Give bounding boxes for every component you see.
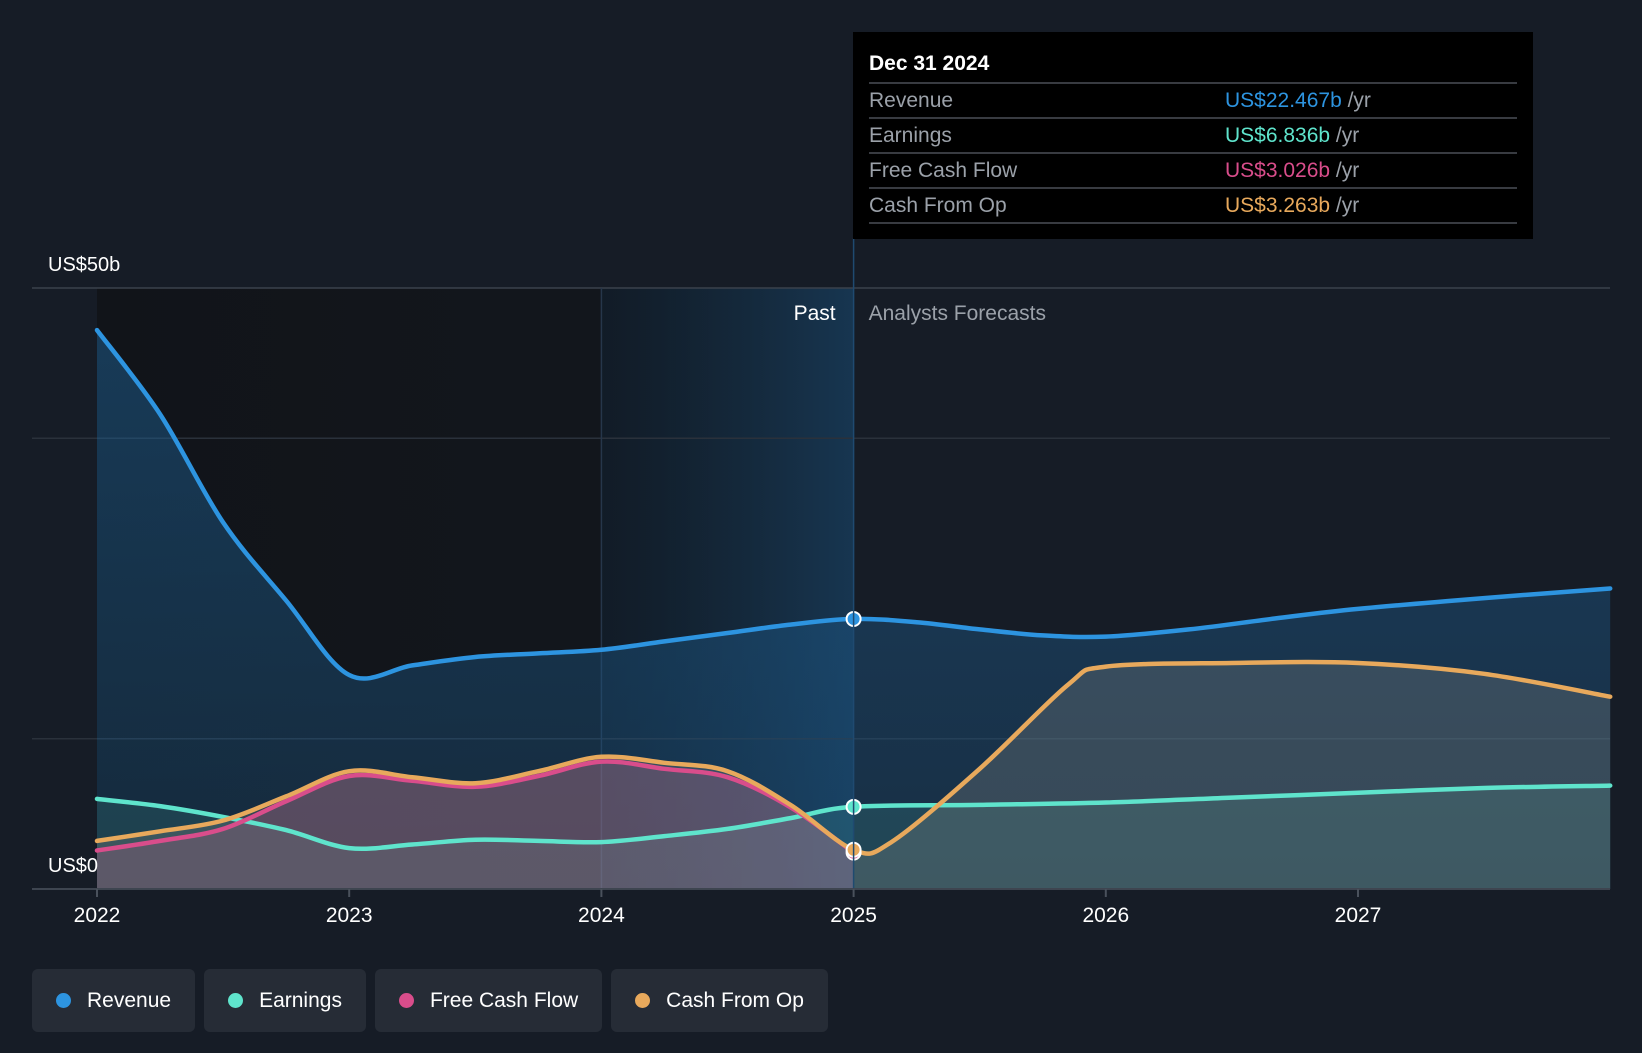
tooltip-value-earnings: US$6.836b /yr — [1225, 124, 1359, 147]
series-areas — [97, 330, 1611, 890]
past-label: Past — [794, 302, 836, 325]
area-revenue — [97, 330, 1611, 890]
series-lines — [94, 327, 1613, 856]
x-tick-label-2022: 2022 — [74, 904, 121, 927]
tooltip-value-suffix: /yr — [1330, 124, 1359, 147]
tooltip-value-amount: US$3.263b — [1225, 194, 1330, 217]
line-cash-from-op — [94, 659, 1613, 856]
legend-item-cash-from-op[interactable]: Cash From Op — [611, 969, 828, 1032]
tooltip-label-earnings: Earnings — [869, 124, 952, 147]
tooltip-value-amount: US$3.026b — [1225, 159, 1330, 182]
tooltip-label-cash-from-op: Cash From Op — [869, 194, 1007, 217]
tooltip-value-revenue: US$22.467b /yr — [1225, 89, 1371, 112]
legend-label: Cash From Op — [666, 988, 804, 1012]
tooltip-value-suffix: /yr — [1342, 89, 1371, 112]
x-tick-label-2023: 2023 — [326, 904, 373, 927]
legend: Revenue Earnings Free Cash Flow Cash From O… — [32, 969, 828, 1032]
legend-dot-icon — [228, 993, 244, 1008]
legend-item-free-cash-flow[interactable]: Free Cash Flow — [374, 969, 603, 1032]
tooltip-value-suffix: /yr — [1330, 159, 1359, 182]
line-free-cash-flow — [94, 759, 856, 855]
tooltip-value-suffix: /yr — [1330, 194, 1359, 217]
line-earnings — [94, 783, 1613, 851]
legend-label: Revenue — [87, 988, 172, 1012]
tooltip: Dec 31 2024 Revenue US$22.467b /yr Earnings… — [853, 32, 1533, 239]
tooltip-label-revenue: Revenue — [869, 89, 953, 112]
x-tick-label-2026: 2026 — [1082, 904, 1129, 927]
tooltip-value-amount: US$6.836b — [1225, 124, 1330, 147]
x-tick-label-2024: 2024 — [578, 904, 625, 927]
tooltip-value-amount: US$22.467b — [1225, 89, 1342, 112]
forecast-label: Analysts Forecasts — [869, 302, 1046, 325]
area-free-cash-flow — [97, 761, 854, 889]
legend-label: Free Cash Flow — [429, 988, 579, 1012]
legend-label: Earnings — [259, 988, 342, 1012]
x-tick-label-2025: 2025 — [830, 904, 877, 927]
y-label-bottom: US$0 — [48, 855, 98, 877]
legend-item-earnings[interactable]: Earnings — [204, 969, 366, 1032]
tooltip-label-free-cash-flow: Free Cash Flow — [869, 159, 1018, 182]
tooltip-value-free-cash-flow: US$3.026b /yr — [1225, 159, 1359, 182]
y-label-top: US$50b — [48, 254, 120, 276]
legend-dot-icon — [635, 993, 651, 1008]
tooltip-box — [853, 32, 1533, 239]
chart-labels: US$50b US$0 Past Analysts Forecasts — [48, 254, 1046, 877]
chart-axis: 2022 2023 2024 2025 2026 2027 — [32, 238, 1610, 927]
legend-item-revenue[interactable]: Revenue — [32, 969, 196, 1032]
tooltip-date: Dec 31 2024 — [869, 52, 990, 75]
tooltip-value-cash-from-op: US$3.263b /yr — [1225, 194, 1359, 217]
area-cash-from-op — [97, 662, 1611, 889]
legend-dot-icon — [398, 993, 414, 1008]
legend-dot-icon — [56, 993, 71, 1008]
line-revenue — [94, 327, 1613, 681]
x-tick-label-2027: 2027 — [1335, 904, 1382, 927]
